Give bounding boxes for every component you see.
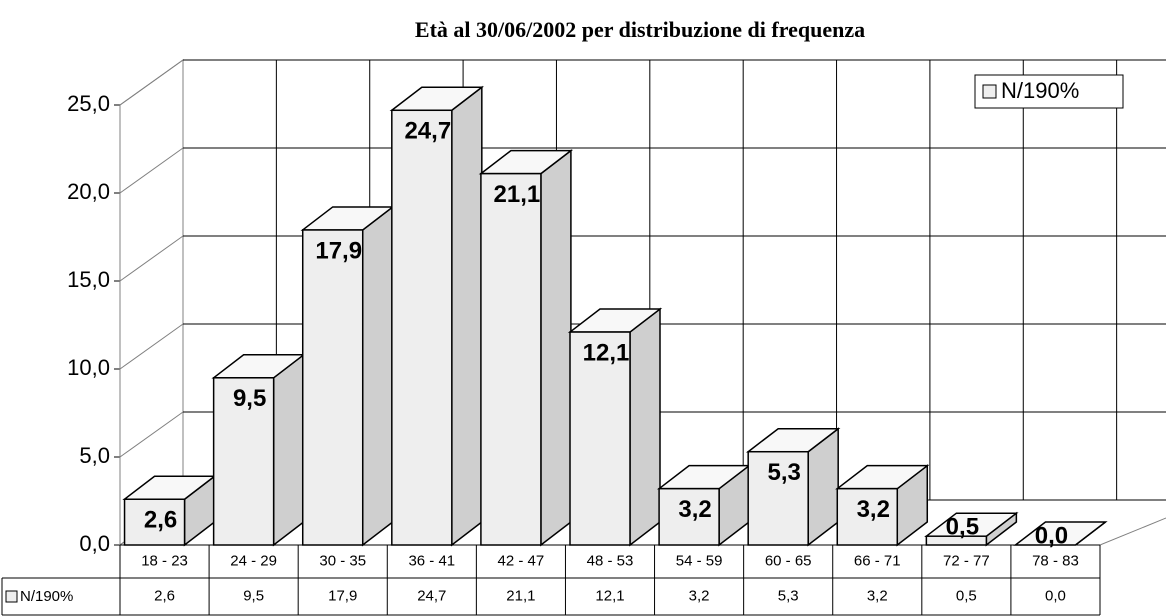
x-tick-label: 18 - 23 [141,552,188,569]
table-value: 12,1 [595,587,624,604]
x-tick-label: 42 - 47 [498,552,545,569]
legend-box [974,74,1124,109]
y-tick-label: 15,0 [67,267,110,292]
table-value: 3,2 [689,587,710,604]
data-label: 3,2 [678,496,711,523]
y-tick-label: 0,0 [79,531,110,556]
bar-side [629,307,661,547]
y-tick-label: 5,0 [79,443,110,468]
x-tick-label: 66 - 71 [854,552,901,569]
table-value: 24,7 [417,587,446,604]
x-tick-label: 24 - 29 [230,552,277,569]
table-value: 17,9 [328,587,357,604]
chart-title: Età al 30/06/2002 per distribuzione di f… [415,17,865,42]
legend-swatch [5,590,18,603]
y-tick-label: 25,0 [67,91,110,116]
legend-label: N/190% [1001,78,1079,103]
bar [747,450,809,546]
data-label: 2,6 [144,507,177,534]
bar-side [272,353,305,547]
x-tick-label: 36 - 41 [408,552,455,569]
bar [212,377,275,546]
data-label: 9,5 [233,385,266,412]
data-label: 24,7 [404,118,451,145]
bar [480,172,542,546]
bar [569,331,631,546]
y-tick-label: 20,0 [67,179,110,204]
x-tick-label: 54 - 59 [676,552,723,569]
table-value: 9,5 [243,587,264,604]
bar-side [540,149,572,547]
bar-side [361,205,394,547]
x-tick-label: 72 - 77 [943,552,990,569]
table-value: 5,3 [778,587,799,604]
data-label: 0,5 [946,514,979,541]
data-label: 5,3 [767,459,800,486]
bar [301,229,364,546]
table-series-name: N/190% [20,588,73,605]
table-value: 2,6 [154,587,175,604]
bar-side [451,85,483,547]
table-value: 3,2 [867,587,888,604]
bar [658,487,720,546]
data-label: 3,2 [857,496,890,523]
table-value: 0,0 [1045,587,1066,604]
data-label: 21,1 [494,181,541,208]
table-value: 0,5 [956,587,977,604]
x-tick-label: 78 - 83 [1032,552,1079,569]
x-tick-label: 60 - 65 [765,552,812,569]
grid-line [119,235,184,282]
grid-line [119,411,184,458]
grid-line [119,147,184,194]
side-wall [119,59,184,546]
x-tick-label: 48 - 53 [587,552,634,569]
x-tick-label: 30 - 35 [319,552,366,569]
bar [391,109,453,546]
grid-line [119,59,184,106]
grid-line [119,323,184,370]
data-label: 12,1 [583,339,630,366]
legend-swatch [982,84,997,99]
table-value: 21,1 [506,587,535,604]
bar [123,498,186,546]
y-tick-label: 10,0 [67,355,110,380]
data-label: 17,9 [315,237,362,264]
